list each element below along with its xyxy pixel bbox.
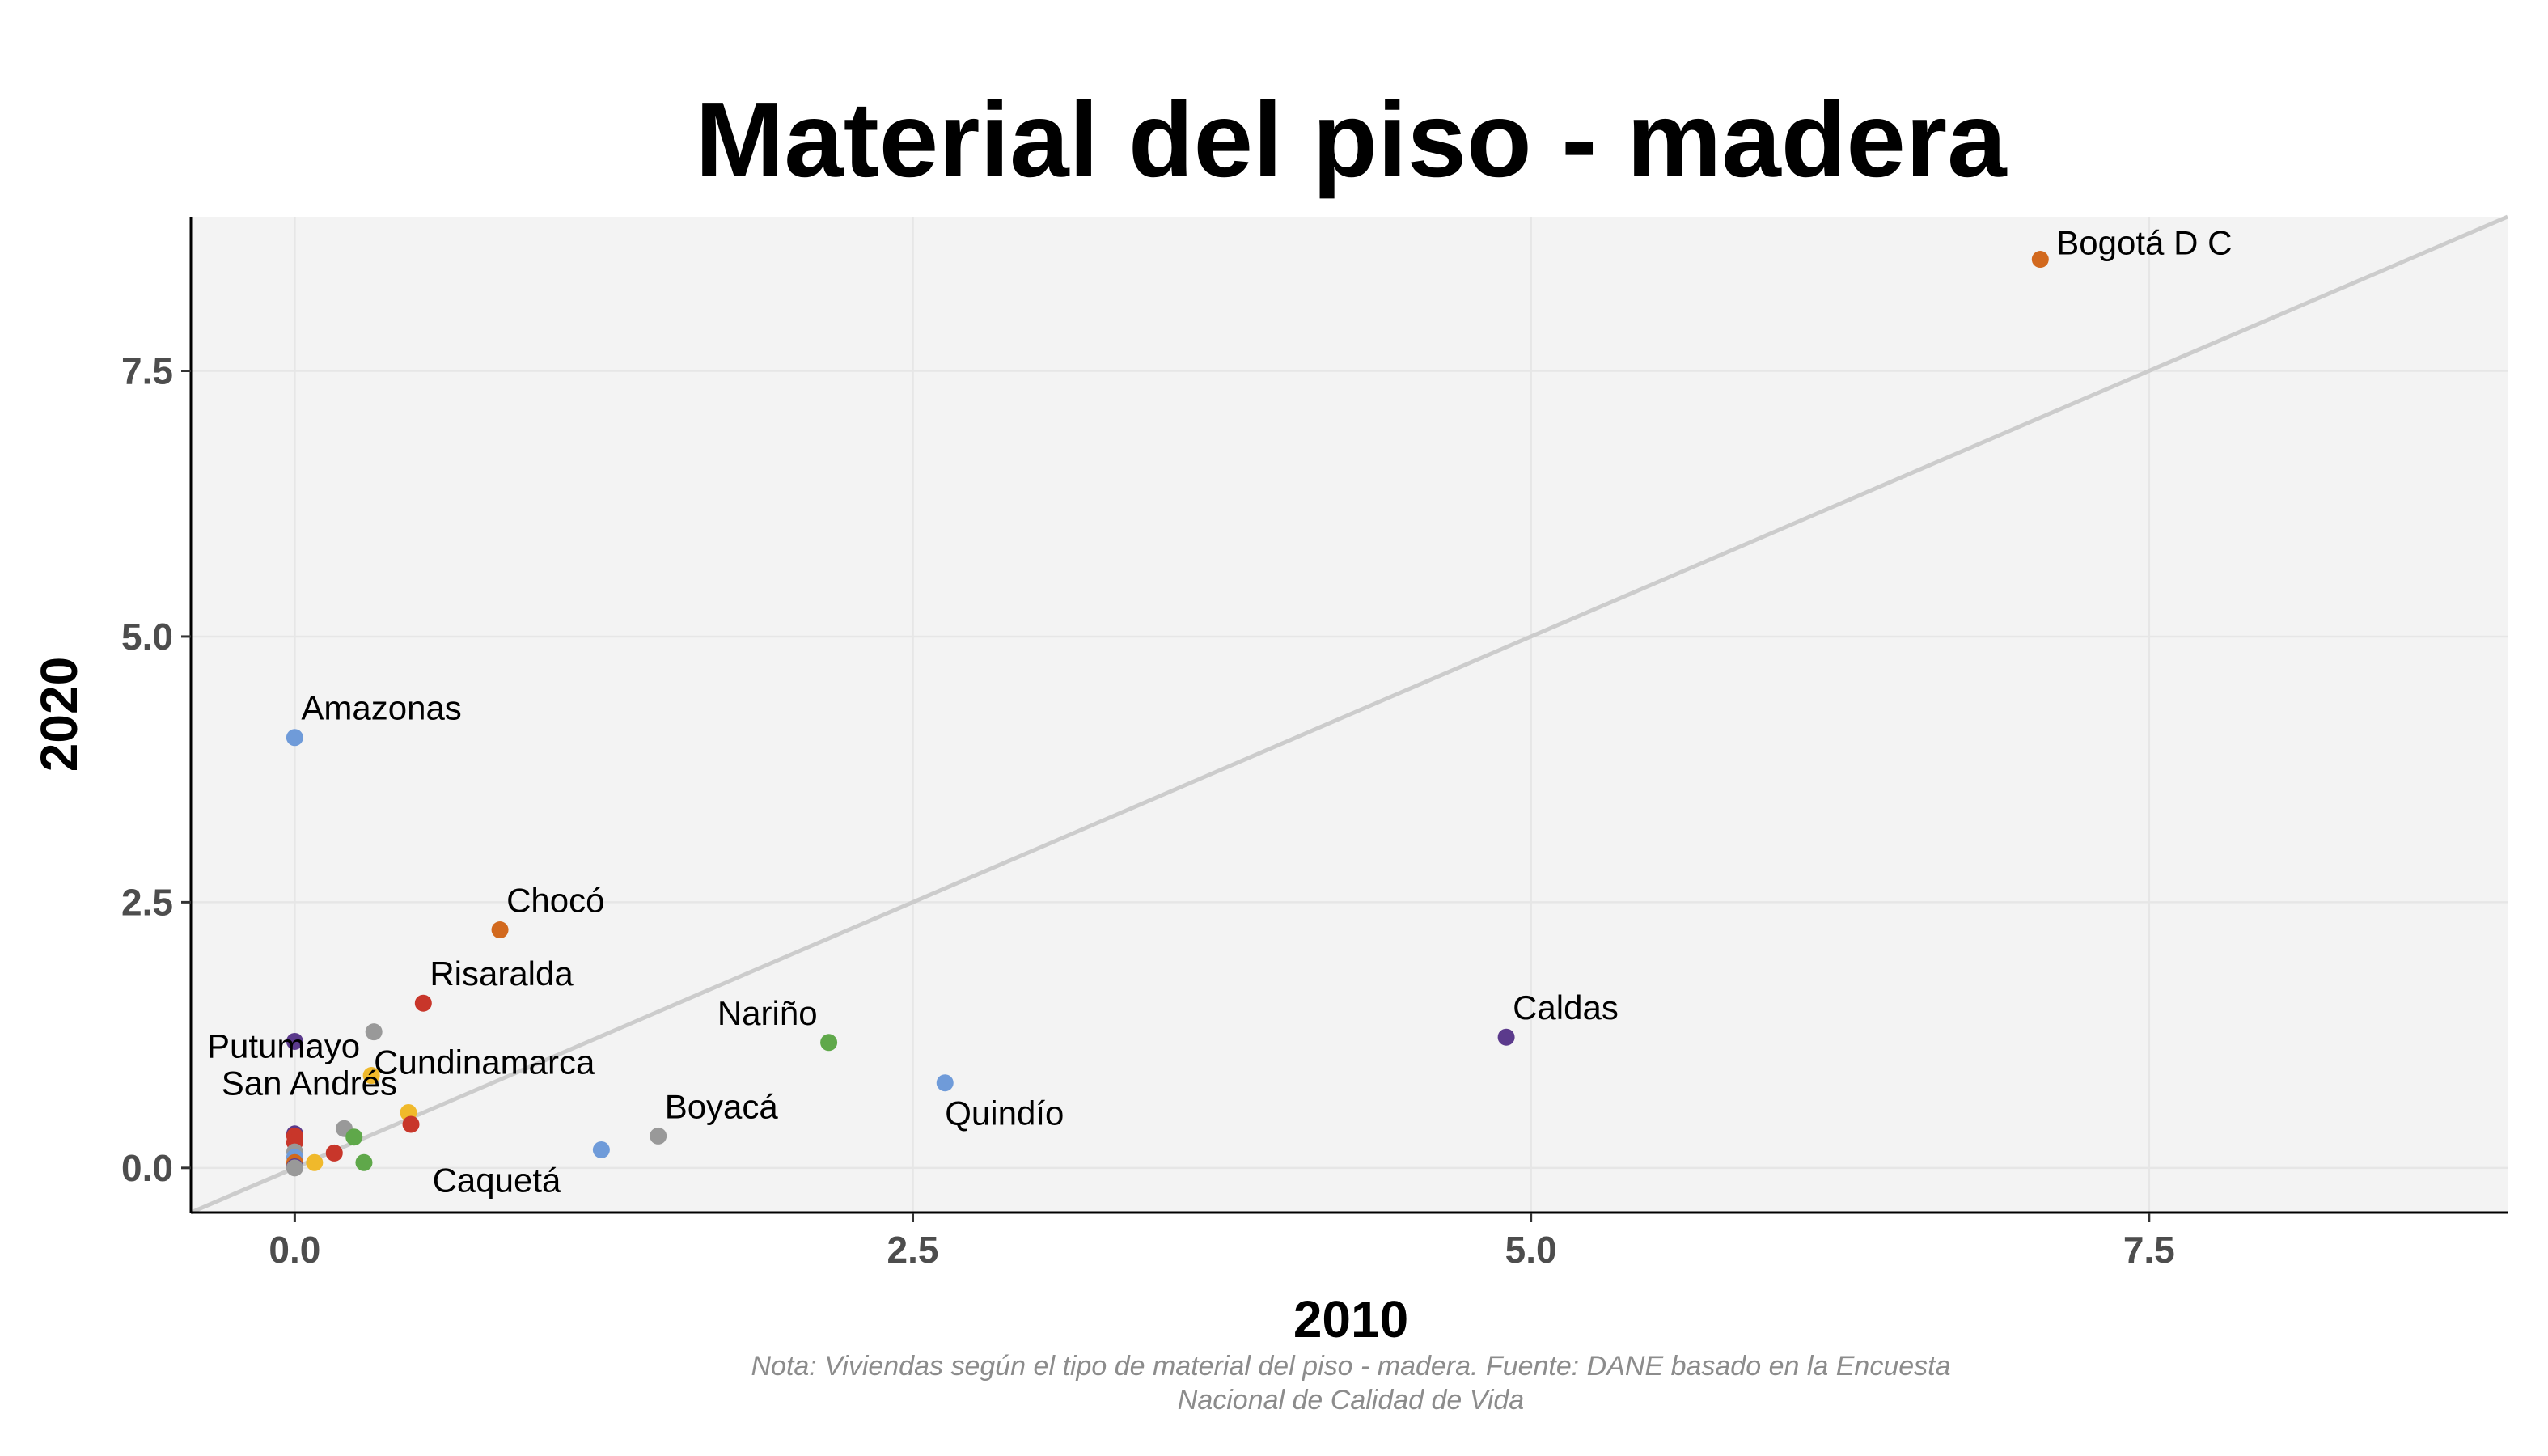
axis-ticks: 0.0 2.5 5.0 7.5 0.0 2.5 5.0 7.5 — [121, 349, 2175, 1271]
point-label: Bogotá D C — [2056, 224, 2232, 262]
point-label: San Andrés — [222, 1064, 397, 1103]
data-point — [650, 1127, 667, 1145]
data-point — [365, 1023, 383, 1041]
data-point — [345, 1128, 363, 1146]
point-label: Putumayo — [207, 1027, 360, 1065]
chart-title: Material del piso - madera — [695, 80, 2008, 199]
data-point — [306, 1153, 324, 1171]
data-point — [325, 1144, 343, 1162]
data-point — [362, 1067, 380, 1085]
data-point — [414, 994, 432, 1012]
data-point — [936, 1074, 954, 1092]
point-label: Cundinamarca — [374, 1043, 595, 1081]
data-points — [286, 251, 2049, 1177]
y-tick-label: 5.0 — [121, 616, 173, 658]
y-tick-label: 2.5 — [121, 881, 173, 923]
point-labels: Bogotá D C Caldas Amazonas Chocó Risaralda Cu… — [207, 224, 2232, 1200]
point-label: Chocó — [506, 882, 604, 920]
data-point — [2031, 251, 2049, 269]
caption-line-2: Nacional de Calidad de Vida — [1178, 1385, 1524, 1416]
data-point — [820, 1034, 838, 1052]
point-label: Quindío — [945, 1094, 1064, 1132]
x-tick-label: 7.5 — [2123, 1229, 2175, 1271]
data-point — [491, 921, 509, 939]
x-tick-label: 2.5 — [887, 1229, 939, 1271]
data-point — [286, 729, 303, 747]
point-label: Boyacá — [665, 1087, 779, 1125]
point-label: Risaralda — [430, 954, 574, 993]
y-axis-title: 2020 — [30, 657, 88, 772]
x-tick-label: 5.0 — [1505, 1229, 1557, 1271]
point-label: Caldas — [1513, 988, 1619, 1026]
grid-lines — [191, 217, 2508, 1213]
data-point — [402, 1115, 420, 1133]
point-label: Amazonas — [301, 689, 461, 727]
point-label: Caquetá — [433, 1161, 561, 1199]
data-point — [286, 1032, 303, 1050]
y-tick-label: 0.0 — [121, 1147, 173, 1189]
data-point — [286, 1159, 303, 1177]
identity-line-layer — [190, 214, 2508, 1215]
identity-reference-line — [190, 214, 2508, 1215]
x-axis-title: 2010 — [1293, 1290, 1408, 1348]
caption-line-1: Nota: Viviendas según el tipo de materia… — [751, 1351, 1950, 1382]
data-point — [1497, 1028, 1515, 1046]
y-tick-label: 7.5 — [121, 349, 173, 392]
data-point — [355, 1153, 373, 1171]
x-tick-label: 0.0 — [269, 1229, 320, 1271]
point-label: Nariño — [717, 994, 818, 1032]
data-point — [592, 1141, 610, 1158]
